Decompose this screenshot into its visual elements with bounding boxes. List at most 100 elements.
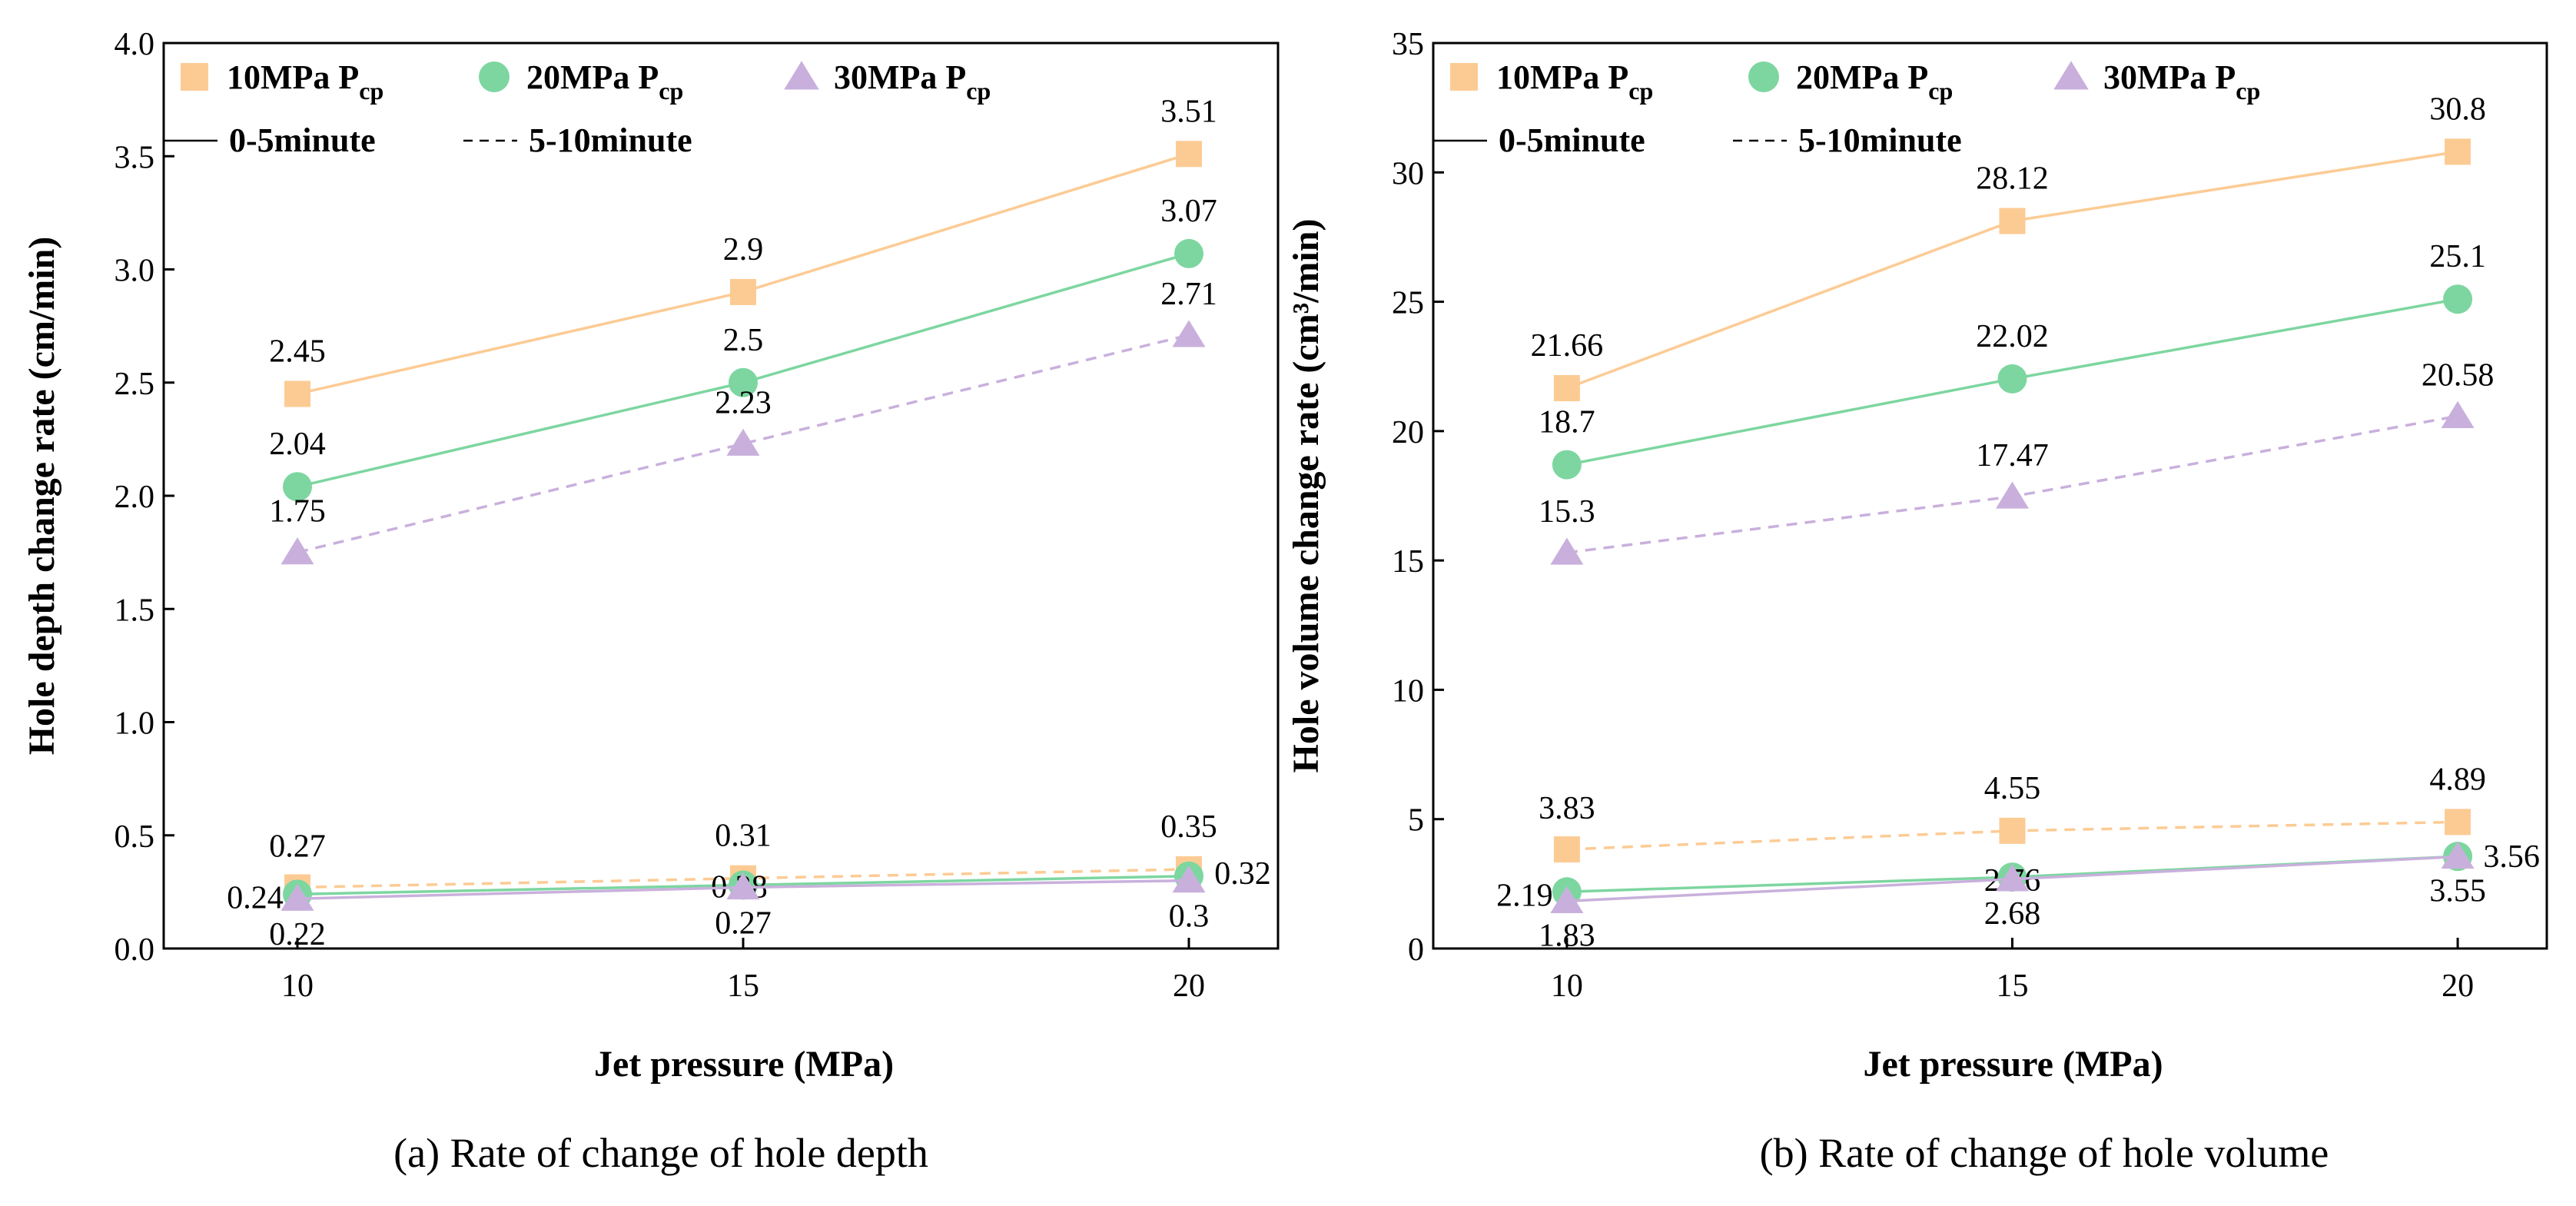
y-tick-label: 1.0 <box>115 706 155 742</box>
data-label: 18.7 <box>1539 405 1595 440</box>
legend-label: 30MPa Pcp <box>834 58 991 105</box>
legend-marker-square <box>181 63 208 91</box>
series-30MPa-5-10minute: 1.75 2.23 2.71 <box>269 277 1217 565</box>
data-label: 0.27 <box>269 829 326 864</box>
series-10MPa-0-5minute: 21.66 28.12 30.8 <box>1531 91 2486 401</box>
data-label: 2.19 <box>1496 878 1553 913</box>
data-point-triangle <box>2441 400 2475 428</box>
chart-panel-a: 0.0 0.5 1.0 1.5 2.0 2.5 3.0 3.5 4.0 10 15 20 Jet pre… <box>22 27 1280 1176</box>
data-label: 2.9 <box>723 232 764 267</box>
legend-line-label: 0-5minute <box>1499 121 1645 159</box>
data-label: 17.47 <box>1976 438 2049 473</box>
x-tick-label: 10 <box>281 968 314 1004</box>
data-point-triangle <box>726 428 760 456</box>
legend-line-label: 5-10minute <box>529 121 692 159</box>
legend-line-label: 5-10minute <box>1798 121 1962 159</box>
data-label: 2.23 <box>715 385 772 420</box>
legend-marker-triangle <box>2053 61 2089 90</box>
data-label: 0.32 <box>1214 856 1271 892</box>
data-point-circle <box>1552 450 1582 480</box>
legend: 10MPa Pcp 20MPa Pcp 30MPa Pcp 0-5minute 5-10… <box>1433 58 2260 159</box>
data-label: 25.1 <box>2429 239 2486 274</box>
data-point-triangle <box>1172 320 1206 347</box>
x-axis-title: Jet pressure (MPa) <box>1863 1044 2163 1085</box>
data-label: 28.12 <box>1976 161 2049 197</box>
data-label: 0.3 <box>1169 899 1210 935</box>
y-tick-label: 0.0 <box>115 932 155 968</box>
x-tick-label: 15 <box>1996 968 2028 1004</box>
data-point-triangle <box>726 872 760 900</box>
data-point-square <box>1999 208 2026 234</box>
y-tick-label: 20 <box>1392 415 1424 450</box>
legend-label: 10MPa Pcp <box>227 58 383 105</box>
legend-label: 20MPa Pcp <box>526 58 683 105</box>
y-tick-label: 0.5 <box>115 819 155 855</box>
data-label: 22.02 <box>1976 319 2049 354</box>
data-label: 0.24 <box>227 880 284 915</box>
data-label: 3.83 <box>1539 791 1595 826</box>
series-10MPa-0-5minute: 2.45 2.9 3.51 <box>269 94 1217 407</box>
data-point-square <box>1553 374 1580 401</box>
x-tick-label: 10 <box>1551 968 1583 1004</box>
legend-label: 30MPa Pcp <box>2103 58 2260 105</box>
legend-label: 20MPa Pcp <box>1796 58 1953 105</box>
data-point-triangle <box>1172 865 1206 893</box>
legend-label: 10MPa Pcp <box>1496 58 1653 105</box>
y-tick-label: 10 <box>1392 673 1424 709</box>
y-tick-label: 3.5 <box>115 140 155 175</box>
figure-caption: (b) Rate of change of hole volume <box>1760 1130 2329 1176</box>
data-point-square <box>730 278 756 305</box>
y-tick-label: 30 <box>1392 156 1424 191</box>
data-label: 0.31 <box>715 819 772 854</box>
data-point-circle <box>1174 238 1203 268</box>
y-tick-label: 35 <box>1392 27 1424 62</box>
legend: 10MPa Pcp 20MPa Pcp 30MPa Pcp 0-5minute 5-10… <box>164 58 991 159</box>
data-label: 3.55 <box>2429 874 2486 909</box>
data-label: 3.51 <box>1160 94 1217 129</box>
data-label: 15.3 <box>1539 494 1595 530</box>
y-tick-label: 5 <box>1408 803 1424 839</box>
y-tick-label: 4.0 <box>115 27 155 62</box>
data-label: 0.22 <box>269 917 326 952</box>
data-label: 2.68 <box>1984 896 2041 932</box>
legend-marker-circle <box>479 61 510 92</box>
series-20MPa-0-5minute: 18.7 22.02 25.1 <box>1539 239 2486 480</box>
data-point-triangle <box>281 883 314 911</box>
data-label: 2.04 <box>269 427 326 462</box>
data-label: 1.75 <box>269 494 326 530</box>
data-point-square <box>1553 836 1580 863</box>
y-tick-label: 1.5 <box>115 593 155 628</box>
y-tick-label: 2.5 <box>115 367 155 402</box>
data-label: 3.56 <box>2483 839 2540 875</box>
legend-marker-square <box>1450 63 1478 91</box>
y-tick-label: 2.0 <box>115 480 155 515</box>
data-point-triangle <box>1995 481 2029 509</box>
data-label: 3.07 <box>1160 194 1217 229</box>
data-point-circle <box>1997 364 2027 394</box>
x-axis-title: Jet pressure (MPa) <box>594 1044 894 1085</box>
series-30MPa-0-5minute: 1.83 2.68 3.55 <box>1539 841 2486 953</box>
series-10MPa-5-10minute: 3.83 4.55 4.89 <box>1539 762 2486 863</box>
data-point-square <box>1999 817 2026 844</box>
data-point-circle <box>2443 284 2473 314</box>
data-label: 2.5 <box>723 323 764 358</box>
data-label: 2.45 <box>269 334 326 369</box>
y-tick-label: 15 <box>1392 544 1424 580</box>
data-point-triangle <box>281 537 314 565</box>
data-point-triangle <box>1550 537 1584 565</box>
data-point-square <box>2445 138 2471 165</box>
legend-marker-triangle <box>784 61 819 90</box>
data-point-triangle <box>2441 841 2475 869</box>
data-point-triangle <box>1995 864 2029 892</box>
data-point-square <box>284 380 310 407</box>
plot-frame <box>1432 42 2548 950</box>
y-axis-title: Hole volume change rate (cm³/min) <box>1286 219 1326 773</box>
x-tick-label: 20 <box>1173 968 1205 1004</box>
y-tick-label: 25 <box>1392 286 1424 321</box>
legend-line-label: 0-5minute <box>229 121 376 159</box>
series-20MPa-0-5minute: 2.04 2.5 3.07 <box>269 194 1217 502</box>
data-label: 0.35 <box>1160 809 1217 845</box>
x-tick-label: 20 <box>2442 968 2474 1004</box>
